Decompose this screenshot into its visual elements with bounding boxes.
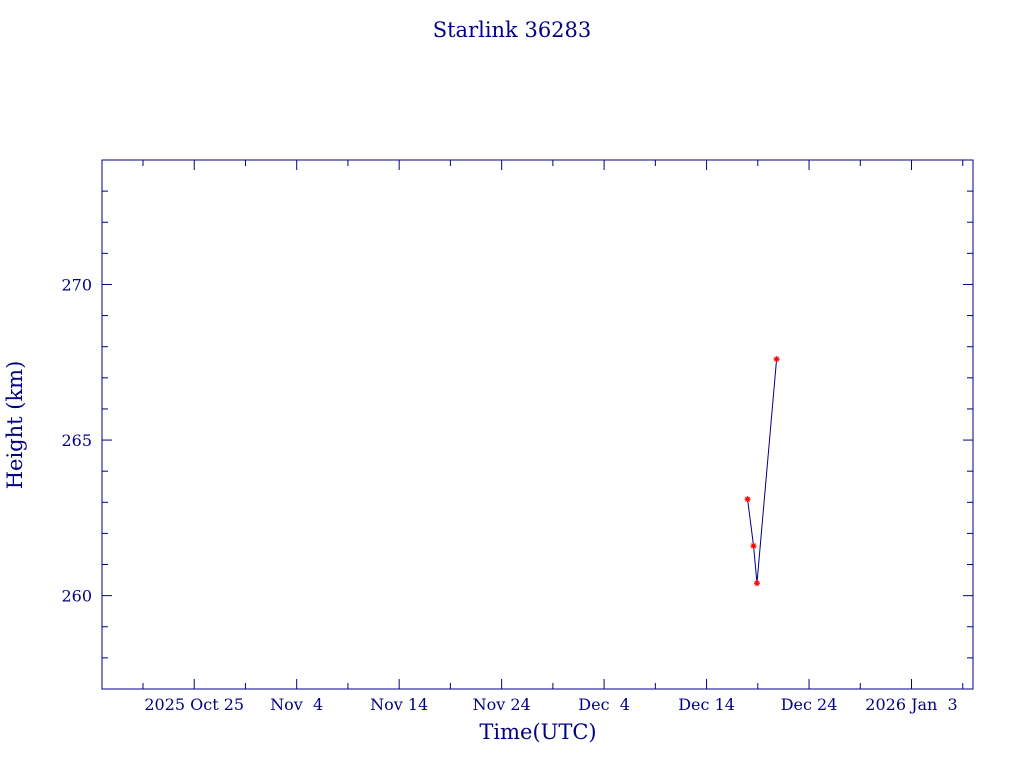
y-tick-label: 265	[61, 431, 92, 450]
series-line	[747, 359, 778, 584]
data-point	[750, 542, 757, 549]
data-point	[773, 356, 780, 363]
x-tick-label: Nov 14	[370, 695, 428, 714]
x-axis-label: Time(UTC)	[479, 720, 596, 744]
y-axis-label: Height (km)	[3, 361, 27, 490]
series-group	[744, 356, 780, 587]
x-tick-label: Dec 24	[781, 695, 838, 714]
x-tick-label: Dec 14	[678, 695, 735, 714]
chart-title: Starlink 36283	[433, 18, 592, 42]
x-ticks	[142, 160, 964, 689]
x-tick-label: Dec 4	[578, 695, 630, 714]
data-point-mark	[744, 496, 751, 502]
x-tick-labels: 2025 Oct 25 Nov 4 Nov 14 Nov 24 Dec 4 Dec 14 D…	[144, 695, 957, 714]
plot-frame	[101, 159, 974, 690]
data-point-mark	[750, 543, 757, 549]
data-point-mark	[754, 580, 760, 586]
data-point	[744, 496, 751, 503]
y-ticks	[102, 159, 973, 690]
data-point-mark	[774, 356, 780, 362]
x-tick-label: 2026 Jan 3	[865, 695, 957, 714]
y-tick-label: 260	[61, 587, 92, 606]
x-tick-label: Nov 24	[473, 695, 531, 714]
x-tick-label: 2025 Oct 25	[144, 695, 244, 714]
x-tick-label: Nov 4	[270, 695, 323, 714]
y-tick-label: 270	[61, 275, 92, 294]
data-point	[753, 580, 760, 587]
y-tick-labels: 260 265 270	[61, 275, 92, 605]
